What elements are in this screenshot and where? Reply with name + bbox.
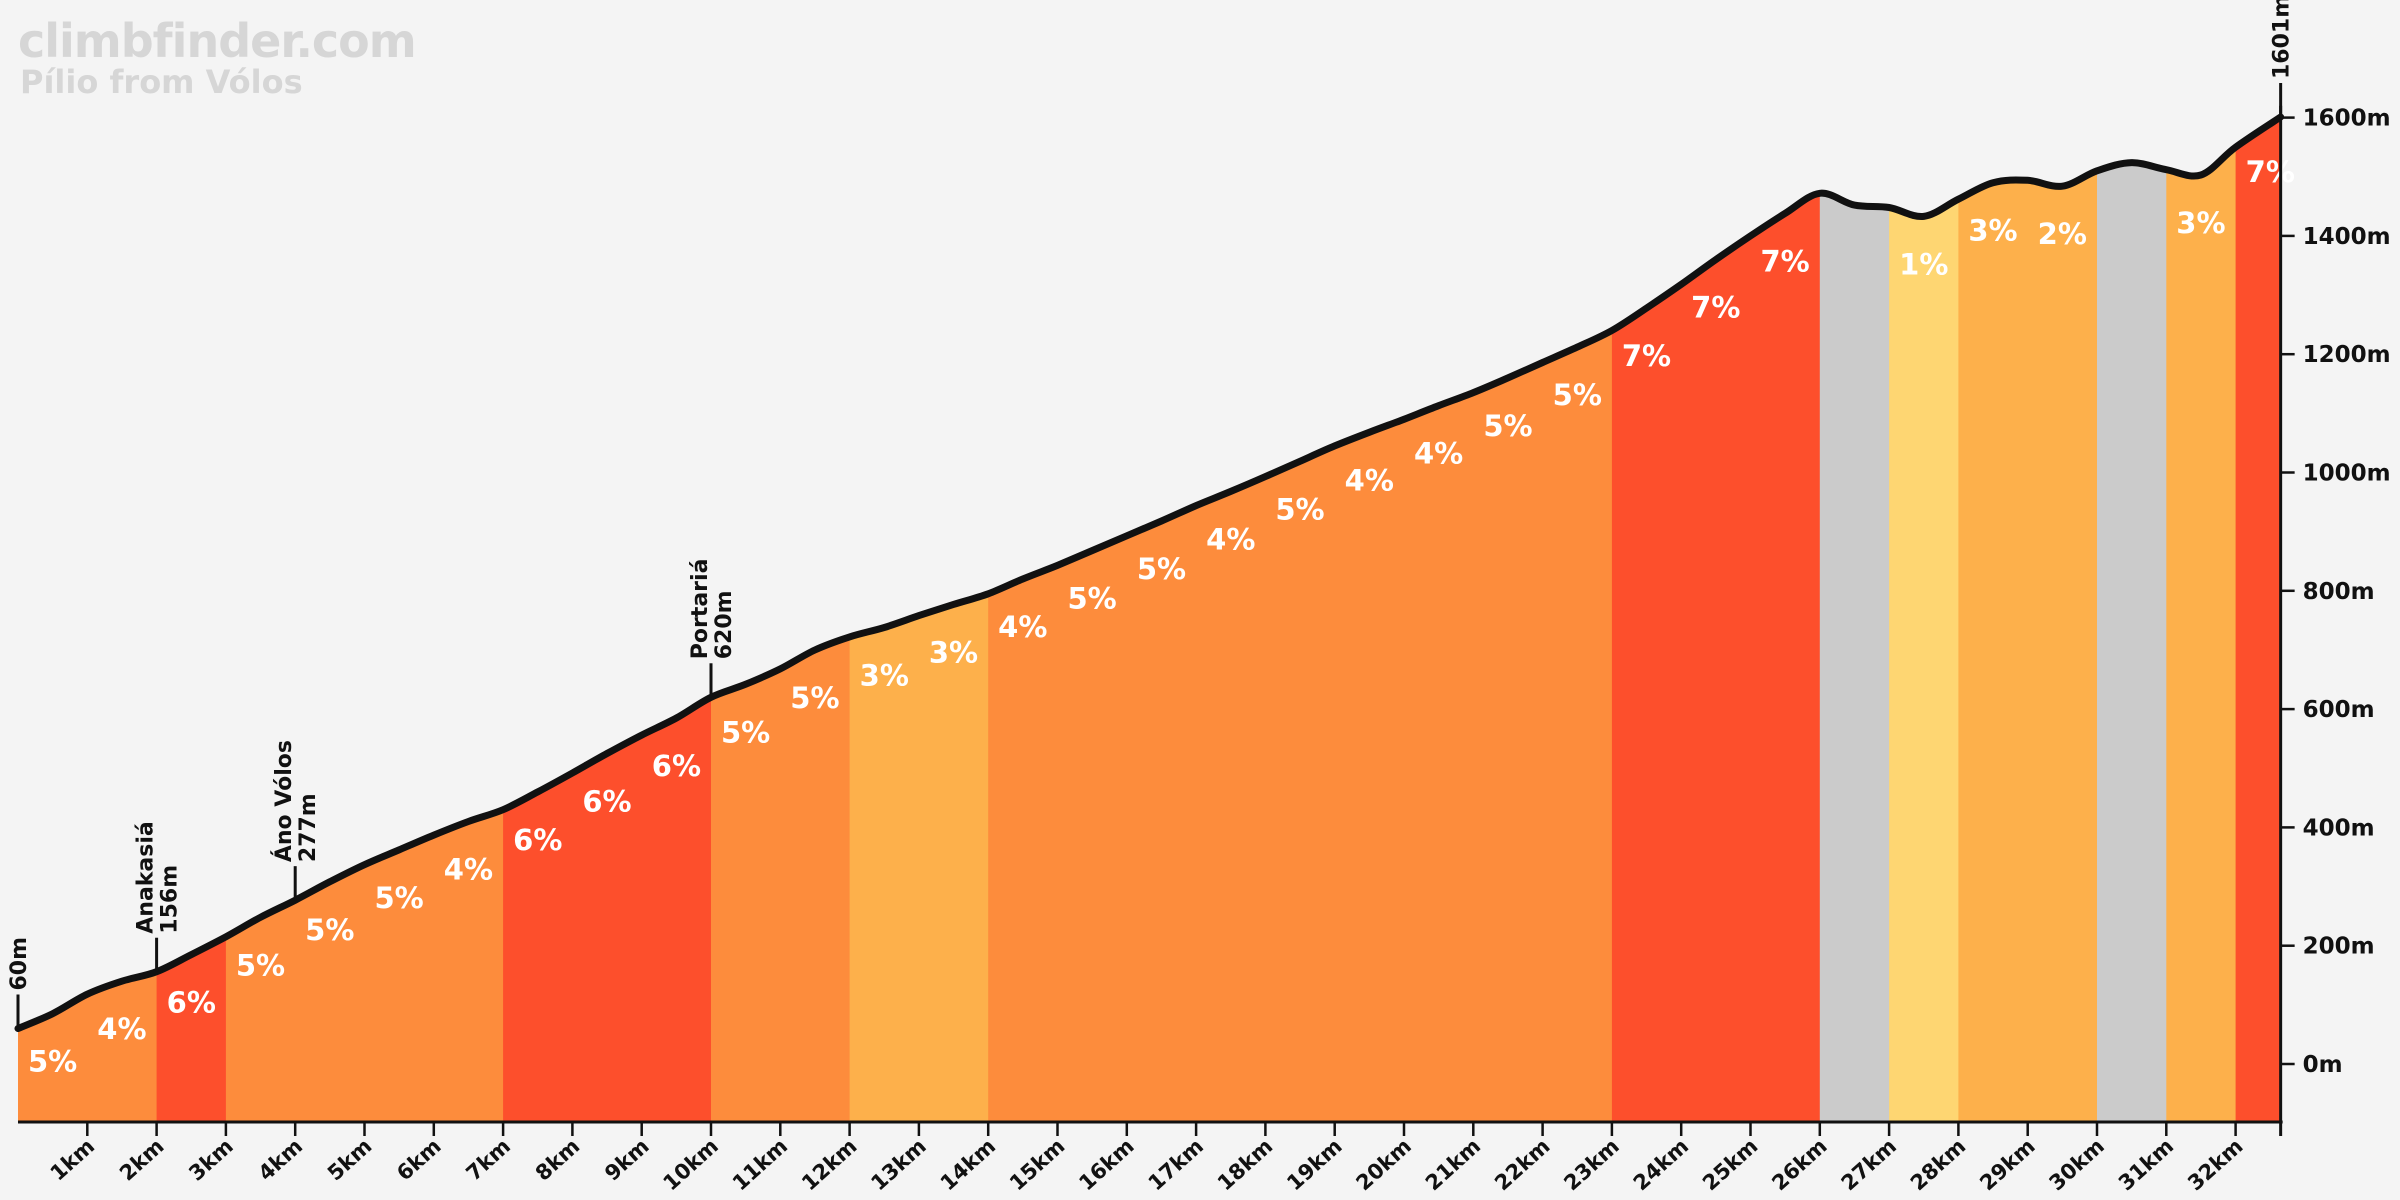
marker-label: 277m — [296, 793, 321, 862]
x-tick-label: 7km — [462, 1134, 516, 1186]
grade-label: 4% — [1345, 463, 1394, 497]
grade-segment — [1819, 117, 1890, 1122]
grade-segment — [1611, 117, 1821, 1122]
grade-label: 4% — [998, 610, 1047, 644]
x-tick-label: 3km — [184, 1134, 238, 1186]
grade-segment — [1889, 117, 1959, 1122]
marker-label: 156m — [158, 865, 183, 934]
x-tick-label: 2km — [115, 1134, 169, 1186]
y-tick-label: 0m — [2303, 1052, 2343, 1078]
grade-label: 7% — [1691, 291, 1740, 325]
x-tick-label: 21km — [1421, 1134, 1485, 1195]
grade-label: 3% — [1968, 214, 2017, 248]
y-tick-label: 1200m — [2303, 342, 2391, 368]
climb-title: Pílio from Vólos — [20, 63, 303, 101]
x-tick-label: 24km — [1629, 1134, 1693, 1195]
x-tick-label: 1km — [46, 1134, 100, 1186]
grade-segment — [849, 117, 989, 1122]
grade-label: 3% — [860, 659, 909, 693]
y-tick-label: 400m — [2303, 815, 2375, 841]
grade-segment — [1958, 117, 2098, 1122]
grade-label: 4% — [444, 853, 493, 887]
grade-label: 5% — [305, 913, 354, 947]
x-tick-label: 22km — [1490, 1134, 1554, 1195]
y-tick-label: 200m — [2303, 934, 2375, 960]
x-tick-label: 10km — [659, 1134, 723, 1195]
x-tick-label: 28km — [1906, 1134, 1970, 1195]
grade-label: 7% — [2246, 155, 2295, 189]
y-tick-label: 1400m — [2303, 224, 2391, 250]
grade-label: 1% — [1899, 247, 1948, 281]
grade-label: 7% — [1622, 339, 1671, 373]
grade-label: 3% — [2176, 206, 2225, 240]
marker-label: Áno Vólos — [271, 740, 297, 862]
x-tick-label: 32km — [2183, 1134, 2247, 1195]
x-tick-label: 13km — [866, 1134, 930, 1195]
grade-label: 5% — [374, 881, 423, 915]
x-tick-label: 6km — [392, 1134, 446, 1186]
grade-label: 4% — [97, 1012, 146, 1046]
x-tick-label: 8km — [531, 1134, 585, 1186]
x-tick-label: 31km — [2114, 1134, 2178, 1195]
grade-label: 5% — [1067, 582, 1116, 616]
grade-label: 5% — [1483, 409, 1532, 443]
grade-label: 4% — [1206, 522, 1255, 556]
y-tick-label: 1600m — [2303, 106, 2391, 132]
grade-segment — [2235, 117, 2281, 1122]
x-tick-label: 30km — [2045, 1134, 2109, 1195]
marker-label: 60m — [7, 937, 32, 991]
waypoint-markers: 60m Anakasiá 156m Áno Vólos 277m Portariá 620m… — [7, 0, 2295, 1029]
x-tick-label: 17km — [1144, 1134, 1208, 1195]
grade-label: 3% — [929, 635, 978, 669]
marker-label: Portariá — [688, 559, 713, 660]
grade-segment — [503, 117, 712, 1122]
grade-label: 6% — [582, 785, 631, 819]
grade-label: 5% — [721, 715, 770, 749]
grade-segment — [2097, 117, 2167, 1122]
profile-line — [14, 113, 2285, 1032]
x-tick-label: 15km — [1005, 1134, 1069, 1195]
x-tick-label: 4km — [254, 1134, 308, 1186]
site-watermark: climbfinder.com — [18, 14, 417, 68]
grade-labels: 5% 4% 6% 5% 5% 5% 4% 6% 6% 6% 5% 5% 3% 3% 4% 5% 5% 4% 5% 4%… — [28, 155, 2295, 1079]
x-tick-label: 23km — [1559, 1134, 1623, 1195]
x-tick-label: 27km — [1837, 1134, 1901, 1195]
grade-label: 2% — [2038, 217, 2087, 251]
x-tick-label: 16km — [1074, 1134, 1138, 1195]
marker-label: 1601m — [2270, 0, 2295, 79]
x-tick-label: 11km — [728, 1134, 792, 1195]
grade-segment — [18, 117, 158, 1122]
y-tick-label: 1000m — [2303, 461, 2391, 487]
x-tick-label: 29km — [1975, 1134, 2039, 1195]
grade-label: 4% — [1414, 437, 1463, 471]
x-tick-label: 5km — [323, 1134, 377, 1186]
grade-label: 5% — [1137, 552, 1186, 586]
x-tick-label: 26km — [1767, 1134, 1831, 1195]
grade-segment — [988, 117, 1613, 1122]
x-tick-label: 12km — [797, 1134, 861, 1195]
x-tick-label: 9km — [600, 1134, 654, 1186]
grade-label: 5% — [790, 681, 839, 715]
grade-label: 6% — [513, 823, 562, 857]
grade-label: 6% — [652, 749, 701, 783]
x-tick-label: 14km — [936, 1134, 1000, 1195]
x-tick-label: 19km — [1282, 1134, 1346, 1195]
x-tick-label: 25km — [1698, 1134, 1762, 1195]
profile-line-group — [14, 113, 2285, 1032]
marker-label: Anakasiá — [134, 821, 159, 934]
x-tick-label: 20km — [1352, 1134, 1416, 1195]
grade-segment — [711, 117, 851, 1122]
y-tick-label: 800m — [2303, 579, 2375, 605]
grade-label: 5% — [1553, 378, 1602, 412]
grade-label: 5% — [236, 948, 285, 982]
x-tick-label: 18km — [1213, 1134, 1277, 1195]
grade-label: 5% — [1275, 492, 1324, 526]
marker-label: 620m — [712, 590, 737, 659]
grade-segment — [2166, 117, 2237, 1122]
grade-label: 6% — [167, 986, 216, 1020]
grade-label: 5% — [28, 1045, 77, 1079]
y-tick-label: 600m — [2303, 697, 2375, 723]
grade-label: 7% — [1760, 244, 1809, 278]
